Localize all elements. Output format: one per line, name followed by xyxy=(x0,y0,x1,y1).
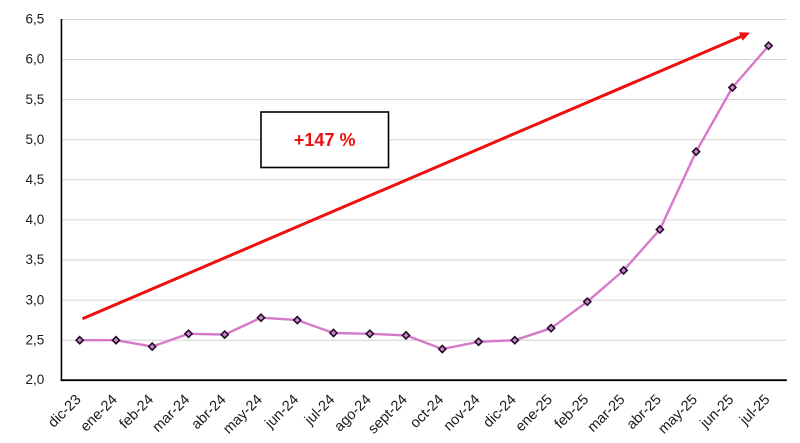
svg-text:+147 %: +147 % xyxy=(294,130,356,150)
svg-text:6,5: 6,5 xyxy=(26,12,45,27)
svg-text:2,5: 2,5 xyxy=(26,332,45,347)
svg-text:5,5: 5,5 xyxy=(26,92,45,107)
svg-text:4,5: 4,5 xyxy=(26,172,45,187)
svg-text:5,0: 5,0 xyxy=(26,132,45,147)
svg-text:3,0: 3,0 xyxy=(26,292,45,307)
svg-text:6,0: 6,0 xyxy=(26,52,45,67)
svg-text:4,0: 4,0 xyxy=(26,212,45,227)
svg-text:2,0: 2,0 xyxy=(26,372,45,387)
svg-text:3,5: 3,5 xyxy=(26,252,45,267)
